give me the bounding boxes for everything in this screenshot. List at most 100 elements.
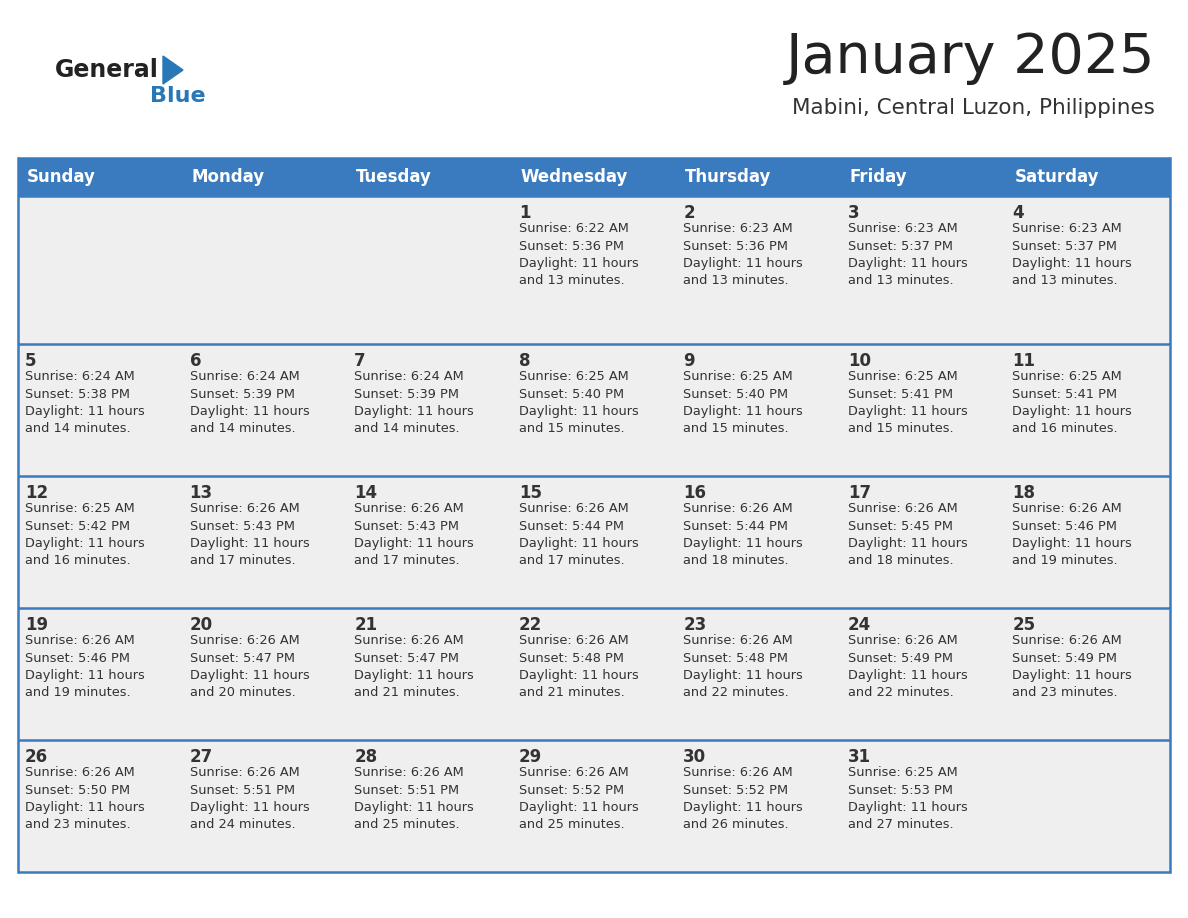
Text: Blue: Blue: [150, 86, 206, 106]
Text: Sunrise: 6:26 AM: Sunrise: 6:26 AM: [190, 766, 299, 779]
Text: Sunrise: 6:25 AM: Sunrise: 6:25 AM: [848, 370, 958, 383]
Text: 13: 13: [190, 484, 213, 502]
Text: 21: 21: [354, 616, 378, 634]
Text: 27: 27: [190, 748, 213, 766]
Text: Sunset: 5:50 PM: Sunset: 5:50 PM: [25, 783, 131, 797]
Text: January 2025: January 2025: [785, 31, 1155, 85]
Text: Sunrise: 6:26 AM: Sunrise: 6:26 AM: [25, 766, 134, 779]
Bar: [18, 476, 1170, 608]
Text: and 14 minutes.: and 14 minutes.: [354, 422, 460, 435]
Text: Sunset: 5:51 PM: Sunset: 5:51 PM: [354, 783, 460, 797]
Text: and 18 minutes.: and 18 minutes.: [848, 554, 954, 567]
Text: Daylight: 11 hours: Daylight: 11 hours: [354, 801, 474, 814]
Text: Daylight: 11 hours: Daylight: 11 hours: [519, 669, 638, 682]
Text: Daylight: 11 hours: Daylight: 11 hours: [848, 801, 967, 814]
Text: 15: 15: [519, 484, 542, 502]
Text: 29: 29: [519, 748, 542, 766]
Text: Sunset: 5:48 PM: Sunset: 5:48 PM: [683, 652, 789, 665]
Text: Daylight: 11 hours: Daylight: 11 hours: [519, 801, 638, 814]
Text: Daylight: 11 hours: Daylight: 11 hours: [519, 405, 638, 418]
Text: and 26 minutes.: and 26 minutes.: [683, 819, 789, 832]
Text: Sunset: 5:46 PM: Sunset: 5:46 PM: [25, 652, 129, 665]
Text: Sunset: 5:44 PM: Sunset: 5:44 PM: [519, 520, 624, 532]
Text: Sunset: 5:46 PM: Sunset: 5:46 PM: [1012, 520, 1118, 532]
Polygon shape: [163, 56, 183, 84]
Text: Sunset: 5:42 PM: Sunset: 5:42 PM: [25, 520, 131, 532]
Text: Saturday: Saturday: [1015, 168, 1099, 186]
Bar: [18, 344, 1170, 476]
Text: Sunrise: 6:26 AM: Sunrise: 6:26 AM: [190, 634, 299, 647]
Text: Sunset: 5:41 PM: Sunset: 5:41 PM: [1012, 387, 1118, 400]
Text: Daylight: 11 hours: Daylight: 11 hours: [25, 405, 145, 418]
Text: Sunrise: 6:23 AM: Sunrise: 6:23 AM: [848, 222, 958, 235]
Text: Friday: Friday: [849, 168, 908, 186]
Text: and 19 minutes.: and 19 minutes.: [1012, 554, 1118, 567]
Text: Sunrise: 6:26 AM: Sunrise: 6:26 AM: [683, 634, 794, 647]
Text: and 22 minutes.: and 22 minutes.: [683, 687, 789, 700]
Text: Sunrise: 6:26 AM: Sunrise: 6:26 AM: [848, 502, 958, 515]
Text: and 17 minutes.: and 17 minutes.: [354, 554, 460, 567]
Text: Sunrise: 6:23 AM: Sunrise: 6:23 AM: [683, 222, 794, 235]
Text: Sunset: 5:47 PM: Sunset: 5:47 PM: [190, 652, 295, 665]
Text: Sunset: 5:36 PM: Sunset: 5:36 PM: [519, 240, 624, 252]
Text: Sunrise: 6:26 AM: Sunrise: 6:26 AM: [519, 766, 628, 779]
Text: Sunrise: 6:26 AM: Sunrise: 6:26 AM: [354, 766, 463, 779]
Text: Sunset: 5:49 PM: Sunset: 5:49 PM: [848, 652, 953, 665]
Text: Daylight: 11 hours: Daylight: 11 hours: [683, 257, 803, 270]
Text: Daylight: 11 hours: Daylight: 11 hours: [354, 405, 474, 418]
Text: Sunset: 5:49 PM: Sunset: 5:49 PM: [1012, 652, 1118, 665]
Text: 10: 10: [848, 352, 871, 370]
Text: 8: 8: [519, 352, 530, 370]
Text: and 25 minutes.: and 25 minutes.: [519, 819, 625, 832]
Text: Sunday: Sunday: [27, 168, 96, 186]
Text: Daylight: 11 hours: Daylight: 11 hours: [1012, 405, 1132, 418]
Text: Mabini, Central Luzon, Philippines: Mabini, Central Luzon, Philippines: [792, 98, 1155, 118]
Text: Sunrise: 6:26 AM: Sunrise: 6:26 AM: [683, 502, 794, 515]
Text: Daylight: 11 hours: Daylight: 11 hours: [683, 801, 803, 814]
Text: Sunset: 5:43 PM: Sunset: 5:43 PM: [190, 520, 295, 532]
Text: Sunrise: 6:26 AM: Sunrise: 6:26 AM: [354, 502, 463, 515]
Text: Sunset: 5:53 PM: Sunset: 5:53 PM: [848, 783, 953, 797]
Text: 24: 24: [848, 616, 871, 634]
Text: 28: 28: [354, 748, 378, 766]
Text: Daylight: 11 hours: Daylight: 11 hours: [848, 669, 967, 682]
Text: Sunrise: 6:25 AM: Sunrise: 6:25 AM: [683, 370, 794, 383]
Text: Daylight: 11 hours: Daylight: 11 hours: [1012, 537, 1132, 550]
Text: 18: 18: [1012, 484, 1036, 502]
Text: Sunrise: 6:25 AM: Sunrise: 6:25 AM: [25, 502, 134, 515]
Text: Sunset: 5:36 PM: Sunset: 5:36 PM: [683, 240, 789, 252]
Text: and 15 minutes.: and 15 minutes.: [683, 422, 789, 435]
Text: Daylight: 11 hours: Daylight: 11 hours: [190, 669, 309, 682]
Text: and 24 minutes.: and 24 minutes.: [190, 819, 295, 832]
Text: and 21 minutes.: and 21 minutes.: [519, 687, 625, 700]
Text: Daylight: 11 hours: Daylight: 11 hours: [25, 669, 145, 682]
Text: Sunrise: 6:26 AM: Sunrise: 6:26 AM: [848, 634, 958, 647]
Text: Wednesday: Wednesday: [520, 168, 628, 186]
Text: Daylight: 11 hours: Daylight: 11 hours: [190, 405, 309, 418]
Text: Thursday: Thursday: [685, 168, 772, 186]
Text: Sunset: 5:43 PM: Sunset: 5:43 PM: [354, 520, 459, 532]
Text: Sunset: 5:52 PM: Sunset: 5:52 PM: [519, 783, 624, 797]
Text: 9: 9: [683, 352, 695, 370]
Text: Sunset: 5:39 PM: Sunset: 5:39 PM: [190, 387, 295, 400]
Text: 1: 1: [519, 204, 530, 222]
Text: 4: 4: [1012, 204, 1024, 222]
Text: 14: 14: [354, 484, 378, 502]
Text: and 27 minutes.: and 27 minutes.: [848, 819, 954, 832]
Text: 11: 11: [1012, 352, 1036, 370]
Text: General: General: [55, 58, 159, 82]
Text: Sunset: 5:41 PM: Sunset: 5:41 PM: [848, 387, 953, 400]
Text: and 13 minutes.: and 13 minutes.: [848, 274, 954, 287]
Text: Sunrise: 6:26 AM: Sunrise: 6:26 AM: [519, 502, 628, 515]
Text: Daylight: 11 hours: Daylight: 11 hours: [25, 801, 145, 814]
Text: Sunrise: 6:25 AM: Sunrise: 6:25 AM: [1012, 370, 1123, 383]
Text: Sunrise: 6:22 AM: Sunrise: 6:22 AM: [519, 222, 628, 235]
Text: and 23 minutes.: and 23 minutes.: [25, 819, 131, 832]
Text: and 14 minutes.: and 14 minutes.: [190, 422, 295, 435]
Text: Daylight: 11 hours: Daylight: 11 hours: [354, 669, 474, 682]
Text: Daylight: 11 hours: Daylight: 11 hours: [1012, 669, 1132, 682]
Text: 2: 2: [683, 204, 695, 222]
Bar: [18, 158, 1170, 196]
Text: Sunrise: 6:26 AM: Sunrise: 6:26 AM: [1012, 634, 1123, 647]
Text: and 15 minutes.: and 15 minutes.: [519, 422, 625, 435]
